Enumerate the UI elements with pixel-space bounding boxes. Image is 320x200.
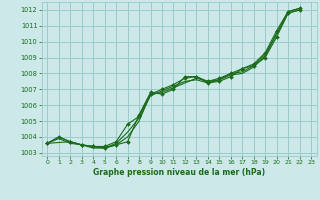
X-axis label: Graphe pression niveau de la mer (hPa): Graphe pression niveau de la mer (hPa)	[93, 168, 265, 177]
